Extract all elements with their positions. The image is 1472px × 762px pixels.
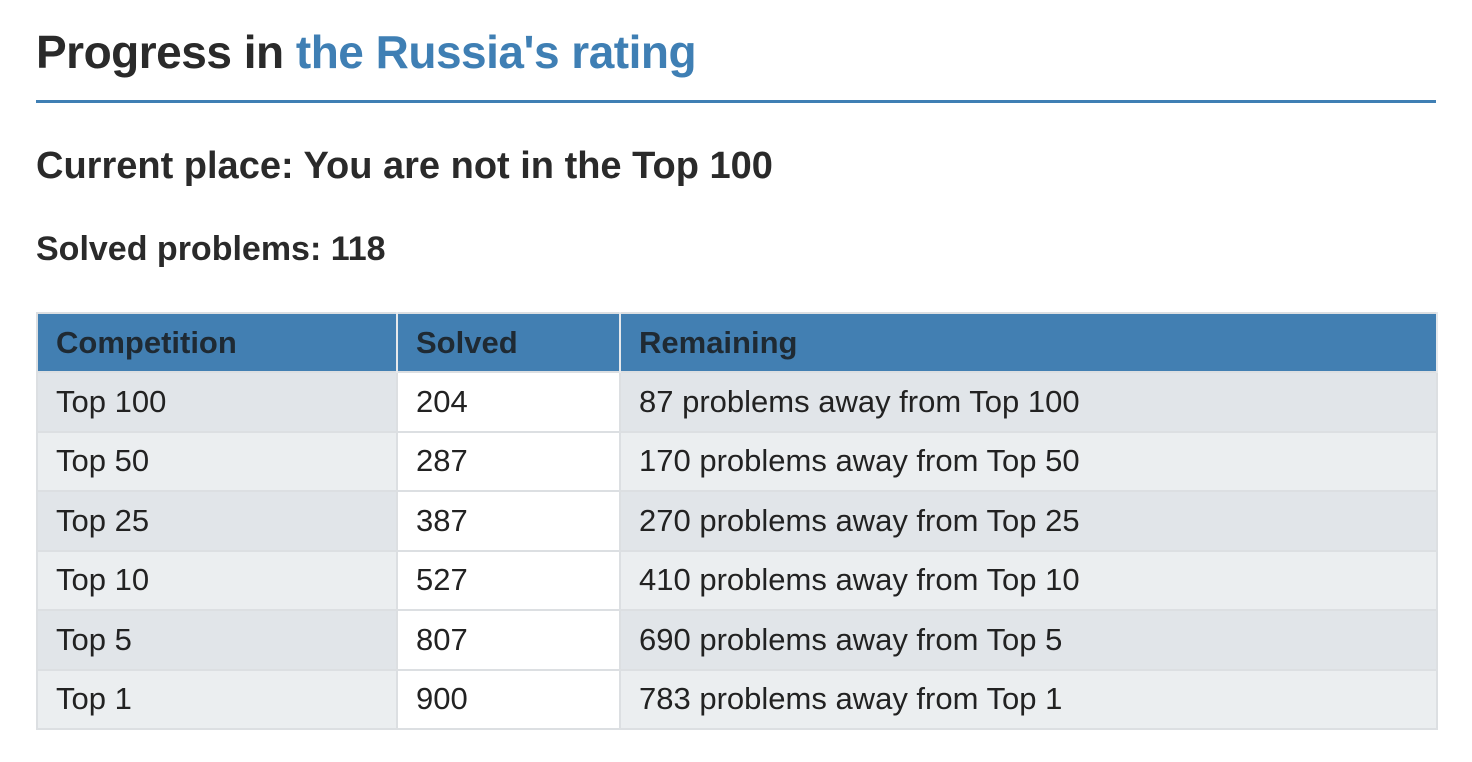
table-row: Top 1 900 783 problems away from Top 1	[37, 668, 1438, 729]
column-header-solved: Solved	[397, 313, 621, 372]
table-row: Top 50 287 170 problems away from Top 50	[37, 430, 1438, 491]
current-place-heading: Current place: You are not in the Top 10…	[36, 145, 773, 187]
remaining-cell: 87 problems away from Top 100	[620, 371, 1438, 432]
competition-cell: Top 100	[37, 371, 398, 432]
solved-cell: 387	[397, 490, 621, 551]
title-divider	[36, 100, 1436, 103]
page-title: Progress in the Russia's rating	[36, 0, 1436, 78]
remaining-cell: 783 problems away from Top 1	[620, 668, 1438, 729]
competition-cell: Top 1	[37, 668, 398, 729]
remaining-cell: 410 problems away from Top 10	[620, 549, 1438, 610]
column-header-competition: Competition	[37, 313, 398, 372]
table-row: Top 5 807 690 problems away from Top 5	[37, 609, 1438, 670]
competition-cell: Top 50	[37, 430, 398, 491]
remaining-cell: 170 problems away from Top 50	[620, 430, 1438, 491]
solved-problems-heading: Solved problems: 118	[36, 230, 386, 268]
solved-cell: 287	[397, 430, 621, 491]
table-header-row: Competition Solved Remaining	[37, 313, 1438, 372]
table-row: Top 10 527 410 problems away from Top 10	[37, 549, 1438, 610]
table-row: Top 100 204 87 problems away from Top 10…	[37, 371, 1438, 432]
competition-cell: Top 5	[37, 609, 398, 670]
solved-cell: 807	[397, 609, 621, 670]
solved-cell: 204	[397, 371, 621, 432]
rating-progress-section: Progress in the Russia's rating Current …	[36, 0, 1438, 730]
table-row: Top 25 387 270 problems away from Top 25	[37, 490, 1438, 551]
solved-cell: 900	[397, 668, 621, 729]
title-prefix: Progress in	[36, 26, 296, 78]
remaining-cell: 270 problems away from Top 25	[620, 490, 1438, 551]
competition-cell: Top 25	[37, 490, 398, 551]
competition-cell: Top 10	[37, 549, 398, 610]
solved-cell: 527	[397, 549, 621, 610]
column-header-remaining: Remaining	[620, 313, 1438, 372]
remaining-cell: 690 problems away from Top 5	[620, 609, 1438, 670]
rating-table: Competition Solved Remaining Top 100 204…	[36, 312, 1438, 730]
russia-rating-link[interactable]: the Russia's rating	[295, 26, 697, 78]
